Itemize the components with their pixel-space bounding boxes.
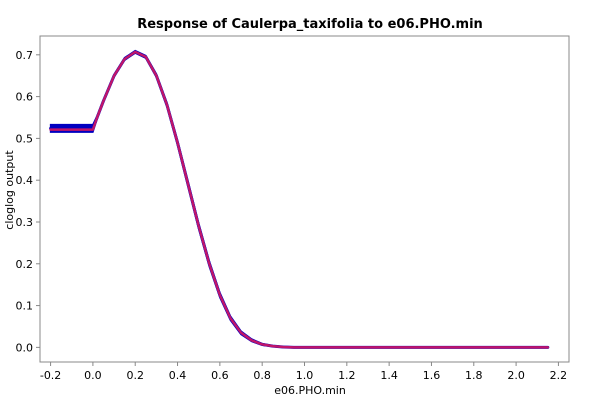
x-axis-label: e06.PHO.min <box>274 384 346 397</box>
y-tick-label: 0.0 <box>16 341 34 354</box>
plot-frame <box>39 35 570 363</box>
x-tick-label: 0.0 <box>84 369 102 382</box>
y-axis-ticks: 0.0 0.1 0.2 0.3 0.4 0.5 0.6 0.7 <box>16 49 40 354</box>
y-tick-label: 0.6 <box>16 91 34 104</box>
y-tick-label: 0.2 <box>16 258 34 271</box>
x-tick-label: 2.2 <box>550 369 568 382</box>
chart-title: Response of Caulerpa_taxifolia to e06.PH… <box>137 17 483 32</box>
x-tick-label: 0.4 <box>169 369 187 382</box>
x-tick-label: -0.2 <box>40 369 61 382</box>
y-tick-label: 0.4 <box>16 174 34 187</box>
plot-area <box>39 35 570 363</box>
series-line-2 <box>49 50 550 349</box>
x-tick-label: 1.6 <box>423 369 441 382</box>
x-tick-label: 0.2 <box>126 369 144 382</box>
x-tick-label: 1.8 <box>465 369 483 382</box>
x-tick-label: 0.8 <box>253 369 271 382</box>
x-tick-label: 1.0 <box>296 369 314 382</box>
x-tick-label: 2.0 <box>507 369 525 382</box>
y-tick-label: 0.7 <box>16 49 34 62</box>
y-tick-label: 0.3 <box>16 216 34 229</box>
x-tick-label: 1.2 <box>338 369 356 382</box>
x-axis-ticks: -0.2 0.0 0.2 0.4 0.6 0.8 1.0 1.2 1.4 1.6 1.8 2.0 2.2 <box>40 362 567 382</box>
y-tick-label: 0.1 <box>16 300 34 313</box>
y-tick-label: 0.5 <box>16 132 34 145</box>
y-axis-label: cloglog output <box>3 150 16 230</box>
x-tick-label: 1.4 <box>380 369 398 382</box>
x-tick-label: 0.6 <box>211 369 229 382</box>
